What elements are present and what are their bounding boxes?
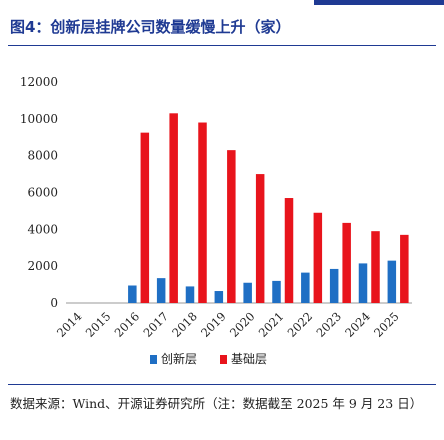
bar-basic-2021 [284,198,294,303]
bar-innovation-2023 [329,268,339,303]
bar-basic-2025 [400,234,409,303]
y-tick-label: 10000 [20,112,58,126]
bar-basic-2023 [342,222,351,303]
bar-basic-2018 [198,122,207,304]
x-tick-label: 2017 [140,309,171,340]
bar-basic-2020 [255,174,265,303]
bar-basic-2017 [169,113,178,303]
x-tick-label: 2018 [169,309,200,340]
bar-innovation-2016 [128,285,137,303]
y-tick-label: 2000 [27,259,58,273]
bar-basic-2024 [371,231,380,303]
y-tick-label: 4000 [27,222,58,236]
bar-innovation-2019 [214,291,224,303]
y-tick-label: 12000 [20,75,58,89]
bar-innovation-2022 [301,272,310,303]
legend-swatch-innovation [150,355,157,364]
source-note: 数据来源：Wind、开源证券研究所（注：数据截至 2025 年 9 月 23 日… [10,396,423,411]
x-tick-label: 2022 [285,309,316,340]
y-tick-label: 6000 [27,186,58,200]
y-tick-label: 8000 [27,149,58,163]
bar-basic-2016 [140,132,150,303]
x-tick-label: 2024 [342,309,373,340]
x-tick-label: 2021 [256,309,287,340]
legend-label: 创新层 [161,351,197,366]
top-accent-strip [0,0,444,6]
x-tick-label: 2023 [313,309,344,340]
x-tick-label: 2019 [198,309,229,340]
x-tick-label: 2025 [371,309,402,340]
bar-chart: 0200040006000800010000120002014201520162… [20,75,412,366]
bar-innovation-2025 [387,260,397,303]
bar-innovation-2020 [243,282,252,303]
bar-innovation-2021 [272,280,281,303]
source-divider [8,384,436,385]
bar-basic-2019 [227,150,236,303]
title-divider [8,45,436,46]
x-tick-label: 2014 [54,309,85,340]
bar-innovation-2018 [185,286,195,303]
top-accent-band [314,0,444,5]
x-tick-label: 2015 [83,309,114,340]
bar-innovation-2017 [156,278,166,303]
x-tick-label: 2020 [227,309,258,340]
figure-title: 图4：创新层挂牌公司数量缓慢上升（家） [10,18,291,36]
bar-innovation-2024 [358,263,368,303]
x-tick-label: 2016 [112,309,143,340]
bar-basic-2022 [313,212,323,303]
y-tick-label: 0 [50,296,58,310]
legend-label: 基础层 [231,352,267,366]
legend-swatch-basic [220,355,227,364]
